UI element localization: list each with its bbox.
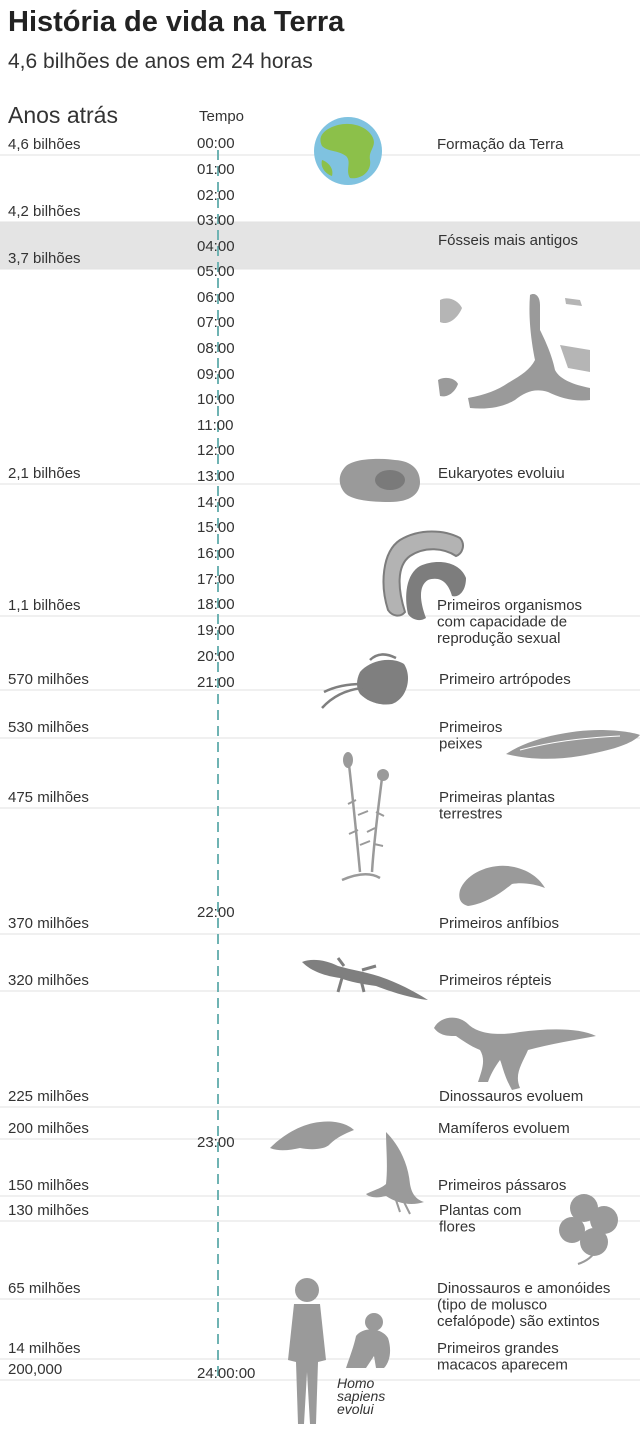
years-ago-label: 65 milhões xyxy=(8,1280,81,1297)
event-label: reprodução sexual xyxy=(437,630,560,647)
clock-tick-label: 21:00 xyxy=(197,674,235,691)
fish-icon xyxy=(506,730,640,759)
flower-icon xyxy=(559,1194,618,1265)
amphibian-icon xyxy=(459,865,545,906)
years-ago-label: 475 milhões xyxy=(8,789,89,806)
years-ago-label: 3,7 bilhões xyxy=(8,250,81,267)
dinosaur-icon xyxy=(434,1017,596,1090)
bird-icon xyxy=(366,1132,424,1215)
clock-tick-label: 03:00 xyxy=(197,212,235,229)
chart-subtitle: 4,6 bilhões de anos em 24 horas xyxy=(8,50,313,73)
event-label: Formação da Terra xyxy=(437,136,564,153)
event-label: Primeiros anfíbios xyxy=(439,915,559,932)
clock-tick-label: 20:00 xyxy=(197,648,235,665)
clock-tick-label: 16:00 xyxy=(197,545,235,562)
years-ago-label: 200 milhões xyxy=(8,1120,89,1137)
event-label: peixes xyxy=(439,736,482,753)
chart-title: História de vida na Terra xyxy=(8,6,345,38)
clock-tick-label: 01:00 xyxy=(197,161,235,178)
event-label: Primeiro artrópodes xyxy=(439,671,571,688)
earth-icon xyxy=(314,117,382,185)
event-label: Primeiros grandes xyxy=(437,1340,559,1357)
fossil-icon xyxy=(438,294,590,409)
trilobite-icon xyxy=(321,653,408,709)
event-label: (tipo de molusco xyxy=(437,1297,547,1314)
highlight-band-group xyxy=(0,222,640,269)
years-ago-label: 370 milhões xyxy=(8,915,89,932)
clock-tick-label: 02:00 xyxy=(197,187,235,204)
moss-plant-icon xyxy=(341,752,389,882)
human-icon xyxy=(288,1278,326,1424)
clock-tick-label: 00:00 xyxy=(197,135,235,152)
lizard-icon xyxy=(302,957,428,1000)
years-ago-column-label: Anos atrás xyxy=(8,102,118,128)
event-label: com capacidade de xyxy=(437,614,567,631)
clock-tick-label: 05:00 xyxy=(197,263,235,280)
clock-tick-label: 18:00 xyxy=(197,596,235,613)
event-label: Primeiros organismos xyxy=(437,597,582,614)
years-ago-label: 320 milhões xyxy=(8,972,89,989)
row-gridlines xyxy=(0,154,640,1381)
event-label: Dinossauros e amonóides xyxy=(437,1280,610,1297)
years-ago-label: 130 milhões xyxy=(8,1202,89,1219)
event-label: Mamíferos evoluem xyxy=(438,1120,570,1137)
event-label: Fósseis mais antigos xyxy=(438,232,578,249)
clock-tick-label: 13:00 xyxy=(197,468,235,485)
highlight-band xyxy=(0,222,640,269)
ape-icon xyxy=(346,1313,391,1368)
event-label: Primeiros pássaros xyxy=(438,1177,566,1194)
homo-sapiens-label-line-2: sapiens xyxy=(337,1388,385,1404)
clock-tick-label: 22:00 xyxy=(197,904,235,921)
homo-sapiens-label-line-1: Homo xyxy=(337,1375,375,1391)
algae-filament-icon xyxy=(382,530,466,621)
event-label: Plantas com xyxy=(439,1202,522,1219)
years-ago-label: 4,2 bilhões xyxy=(8,203,81,220)
homo-sapiens-label: Homo sapiens evolui xyxy=(337,1375,385,1417)
years-ago-label: 2,1 bilhões xyxy=(8,465,81,482)
time-column-label: Tempo xyxy=(199,108,245,125)
clock-tick-label: 24:00:00 xyxy=(197,1365,255,1382)
mammal-icon xyxy=(270,1121,354,1151)
clock-tick-label: 12:00 xyxy=(197,442,235,459)
event-label: cefalópode) são extintos xyxy=(437,1313,600,1330)
event-label: Primeiros xyxy=(439,719,502,736)
years-ago-label: 530 milhões xyxy=(8,719,89,736)
event-label: Primeiras plantas xyxy=(439,789,555,806)
clock-tick-label: 17:00 xyxy=(197,571,235,588)
event-label: macacos aparecem xyxy=(437,1357,568,1374)
eukaryote-cell-icon xyxy=(339,458,420,502)
years-ago-label: 225 milhões xyxy=(8,1088,89,1105)
clock-tick-label: 06:00 xyxy=(197,289,235,306)
clock-tick-label: 10:00 xyxy=(197,391,235,408)
clock-tick-label: 15:00 xyxy=(197,519,235,536)
years-ago-label: 4,6 bilhões xyxy=(8,136,81,153)
event-label: Primeiros répteis xyxy=(439,972,552,989)
clock-tick-label: 09:00 xyxy=(197,366,235,383)
clock-tick-label: 08:00 xyxy=(197,340,235,357)
homo-sapiens-label-line-3: evolui xyxy=(337,1401,374,1417)
clock-tick-label: 11:00 xyxy=(197,417,233,434)
clock-tick-label: 14:00 xyxy=(197,494,235,511)
event-label: Dinossauros evoluem xyxy=(439,1088,583,1105)
years-ago-label: 570 milhões xyxy=(8,671,89,688)
event-label: terrestres xyxy=(439,806,502,823)
years-ago-label: 150 milhões xyxy=(8,1177,89,1194)
clock-tick-label: 04:00 xyxy=(197,238,235,255)
clock-tick-label: 19:00 xyxy=(197,622,235,639)
years-ago-label: 14 milhões xyxy=(8,1340,81,1357)
clock-tick-label: 07:00 xyxy=(197,314,235,331)
years-ago-label: 200,000 xyxy=(8,1361,62,1378)
clock-tick-label: 23:00 xyxy=(197,1134,235,1151)
event-label: flores xyxy=(439,1219,476,1236)
years-ago-label: 1,1 bilhões xyxy=(8,597,81,614)
event-label: Eukaryotes evoluiu xyxy=(438,465,565,482)
